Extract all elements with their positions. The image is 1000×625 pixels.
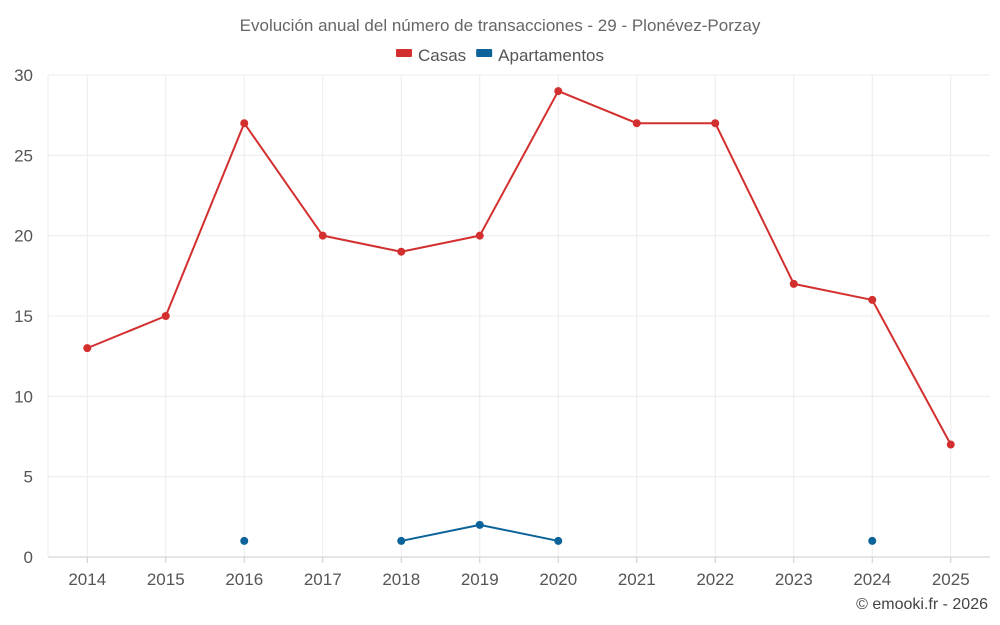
x-tick-label: 2023 xyxy=(775,570,813,589)
legend-item-casas: Casas xyxy=(395,46,466,65)
x-tick-label: 2019 xyxy=(461,570,499,589)
chart-title: Evolución anual del número de transaccio… xyxy=(240,16,761,35)
y-tick-label: 30 xyxy=(14,66,33,85)
data-point xyxy=(240,119,249,128)
y-tick-label: 15 xyxy=(14,307,33,326)
data-point xyxy=(711,119,720,128)
data-point xyxy=(946,440,955,449)
data-point xyxy=(397,247,406,256)
data-point xyxy=(475,520,484,529)
x-tick-label: 2016 xyxy=(225,570,263,589)
data-point xyxy=(789,279,798,288)
data-point xyxy=(868,536,877,545)
y-tick-label: 20 xyxy=(14,227,33,246)
series-apartamentos xyxy=(240,520,877,545)
x-tick-label: 2017 xyxy=(304,570,342,589)
legend-swatch xyxy=(476,49,493,57)
legend: Casas Apartamentos xyxy=(395,46,604,65)
data-point xyxy=(240,536,249,545)
x-tick-label: 2022 xyxy=(696,570,734,589)
credit-text: © emooki.fr - 2026 xyxy=(856,596,988,613)
data-point xyxy=(632,119,641,128)
data-point xyxy=(318,231,327,240)
x-axis-ticks: 2014 2015 2016 2017 2018 2019 2020 2021 2022 2023… xyxy=(68,570,969,589)
y-tick-label: 10 xyxy=(14,387,33,406)
data-point xyxy=(475,231,484,240)
y-tick-label: 0 xyxy=(24,548,33,567)
x-tick-label: 2021 xyxy=(618,570,656,589)
data-point xyxy=(161,312,170,320)
y-tick-label: 5 xyxy=(24,468,33,487)
data-point xyxy=(868,295,877,304)
y-axis-ticks: 0 5 10 15 20 25 30 xyxy=(14,66,33,567)
grid xyxy=(47,74,990,563)
series-layer xyxy=(83,87,955,545)
data-point xyxy=(83,344,92,353)
series-casas xyxy=(83,87,955,449)
y-tick-label: 25 xyxy=(14,146,33,165)
x-tick-label: 2020 xyxy=(539,570,577,589)
legend-label: Casas xyxy=(418,46,466,65)
legend-item-apartamentos: Apartamentos xyxy=(476,46,604,65)
data-point xyxy=(397,536,406,545)
series-line xyxy=(86,90,952,446)
x-tick-label: 2024 xyxy=(853,570,891,589)
x-tick-label: 2025 xyxy=(932,570,970,589)
data-point xyxy=(554,87,563,96)
legend-swatch xyxy=(395,49,412,57)
data-point xyxy=(554,536,563,545)
legend-label: Apartamentos xyxy=(498,46,604,65)
x-tick-label: 2015 xyxy=(147,570,185,589)
x-tick-label: 2018 xyxy=(382,570,420,589)
x-tick-label: 2014 xyxy=(68,570,106,589)
